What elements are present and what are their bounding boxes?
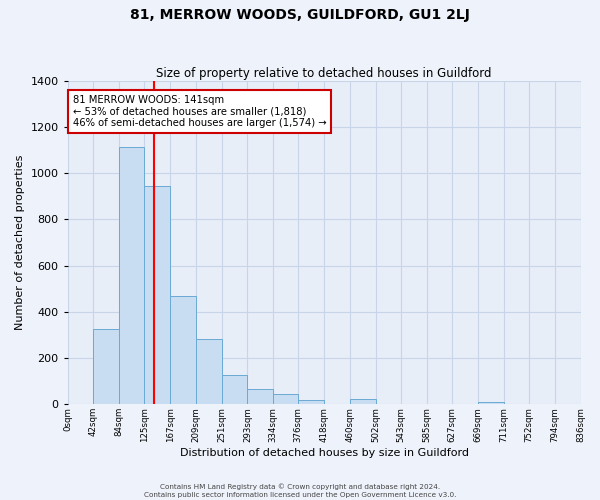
Bar (170, 296, 196, 405)
Bar (94, 329, 119, 404)
Bar (298, 400, 324, 404)
Bar (119, 147, 145, 405)
Bar (221, 376, 247, 404)
Bar (247, 388, 272, 404)
Text: Contains HM Land Registry data © Crown copyright and database right 2024.
Contai: Contains HM Land Registry data © Crown c… (144, 484, 456, 498)
Bar (145, 186, 170, 404)
Text: 81 MERROW WOODS: 141sqm
← 53% of detached houses are smaller (1,818)
46% of semi: 81 MERROW WOODS: 141sqm ← 53% of detache… (73, 94, 326, 128)
Text: 81, MERROW WOODS, GUILDFORD, GU1 2LJ: 81, MERROW WOODS, GUILDFORD, GU1 2LJ (130, 8, 470, 22)
Y-axis label: Number of detached properties: Number of detached properties (15, 155, 25, 330)
X-axis label: Distribution of detached houses by size in Guildford: Distribution of detached houses by size … (179, 448, 469, 458)
Bar (350, 399, 376, 404)
Bar (196, 339, 221, 404)
Bar (478, 402, 504, 404)
Bar (272, 394, 298, 404)
Title: Size of property relative to detached houses in Guildford: Size of property relative to detached ho… (157, 66, 492, 80)
